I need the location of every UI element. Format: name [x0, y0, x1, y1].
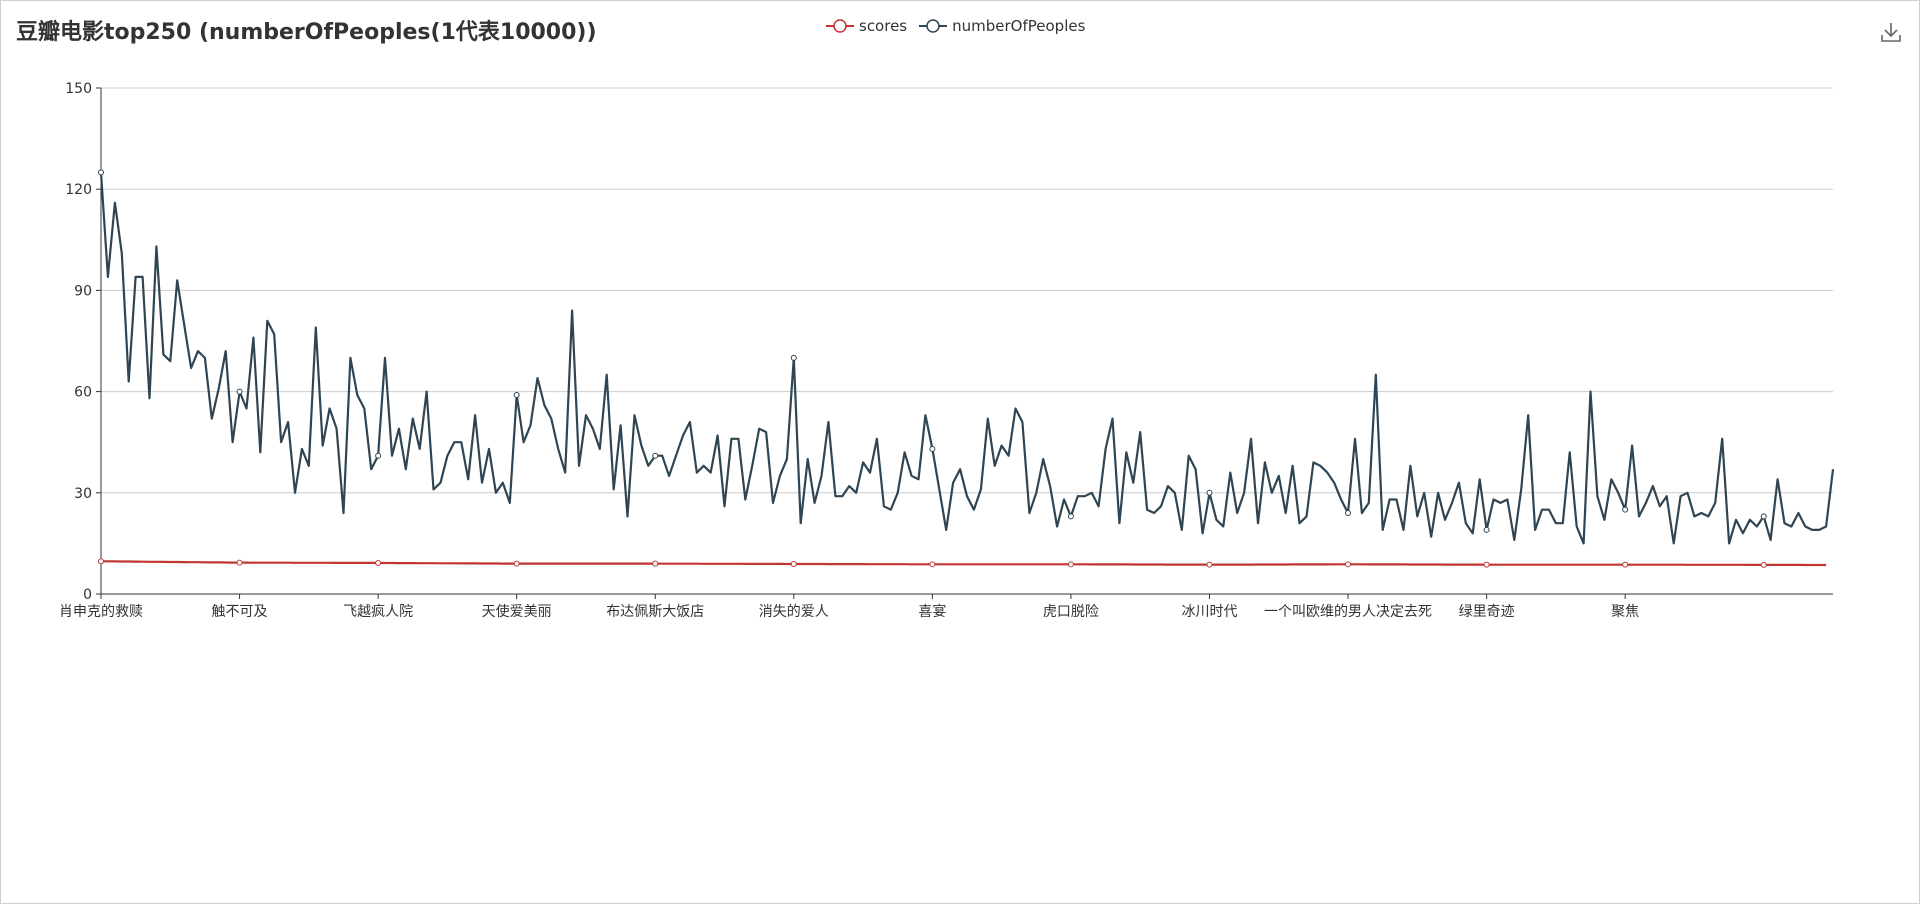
x-tick-label: 肖申克的救赎	[59, 603, 143, 620]
point-scores	[1760, 561, 1767, 568]
legend-people-marker-icon	[919, 19, 948, 33]
legend-scores-marker-icon	[826, 19, 854, 33]
point-number-of-peoples	[513, 391, 520, 398]
legend-item-number-of-peoples[interactable]: numberOfPeoples	[919, 17, 1085, 35]
y-tick-label: 150	[65, 81, 92, 97]
chart-title: 豆瓣电影top250 (numberOfPeoples(1代表10000))	[16, 20, 597, 45]
point-number-of-peoples	[1760, 513, 1767, 520]
point-number-of-peoples	[98, 169, 104, 176]
point-number-of-peoples	[236, 388, 243, 395]
point-scores	[1622, 561, 1629, 568]
y-tick-label: 0	[83, 587, 92, 603]
series-line-scores	[101, 560, 1827, 567]
point-scores	[375, 559, 382, 566]
x-tick-label: 飞越疯人院	[343, 604, 413, 620]
legend-label-scores: scores	[859, 17, 908, 35]
point-scores	[652, 560, 659, 567]
point-scores	[1206, 561, 1213, 568]
point-scores	[513, 560, 520, 567]
x-tick-label: 喜宴	[918, 603, 946, 620]
x-tick-label: 消失的爱人	[759, 604, 829, 620]
x-tick-label: 布达佩斯大饭店	[606, 604, 704, 620]
x-tick-label: 虎口脱险	[1043, 604, 1099, 620]
point-number-of-peoples	[1483, 526, 1490, 533]
y-tick-label: 60	[74, 385, 92, 401]
point-number-of-peoples	[652, 452, 659, 459]
series-line-number-of-peoples	[99, 172, 1835, 545]
point-number-of-peoples	[1622, 506, 1629, 513]
point-number-of-peoples	[790, 354, 797, 361]
y-tick-label: 90	[74, 283, 92, 299]
x-tick-label: 冰川时代	[1181, 604, 1237, 620]
legend-item-scores[interactable]: scores	[826, 17, 907, 35]
point-number-of-peoples	[1206, 489, 1213, 496]
x-tick-label: 天使爱美丽	[482, 603, 552, 620]
download-icon[interactable]	[1879, 20, 1903, 44]
x-tick-label: 触不可及	[212, 604, 268, 620]
x-tick-label: 一个叫欧维的男人决定去死	[1264, 604, 1432, 620]
x-tick-label: 聚焦	[1611, 604, 1639, 620]
point-scores	[1345, 561, 1352, 568]
point-number-of-peoples	[375, 452, 382, 459]
legend-label-number-of-peoples: numberOfPeoples	[952, 17, 1086, 35]
legend: scores numberOfPeoples	[826, 16, 1097, 36]
y-tick-label: 30	[74, 486, 92, 502]
point-scores	[790, 560, 797, 567]
point-scores	[929, 561, 936, 568]
y-tick-label: 120	[65, 182, 92, 198]
point-number-of-peoples	[1067, 513, 1074, 520]
point-scores	[98, 558, 104, 565]
point-scores	[1067, 561, 1074, 568]
point-scores	[236, 559, 243, 566]
point-scores	[1483, 561, 1490, 568]
point-number-of-peoples	[1345, 510, 1352, 517]
point-number-of-peoples	[929, 445, 936, 452]
x-tick-label: 绿里奇迹	[1459, 603, 1515, 620]
